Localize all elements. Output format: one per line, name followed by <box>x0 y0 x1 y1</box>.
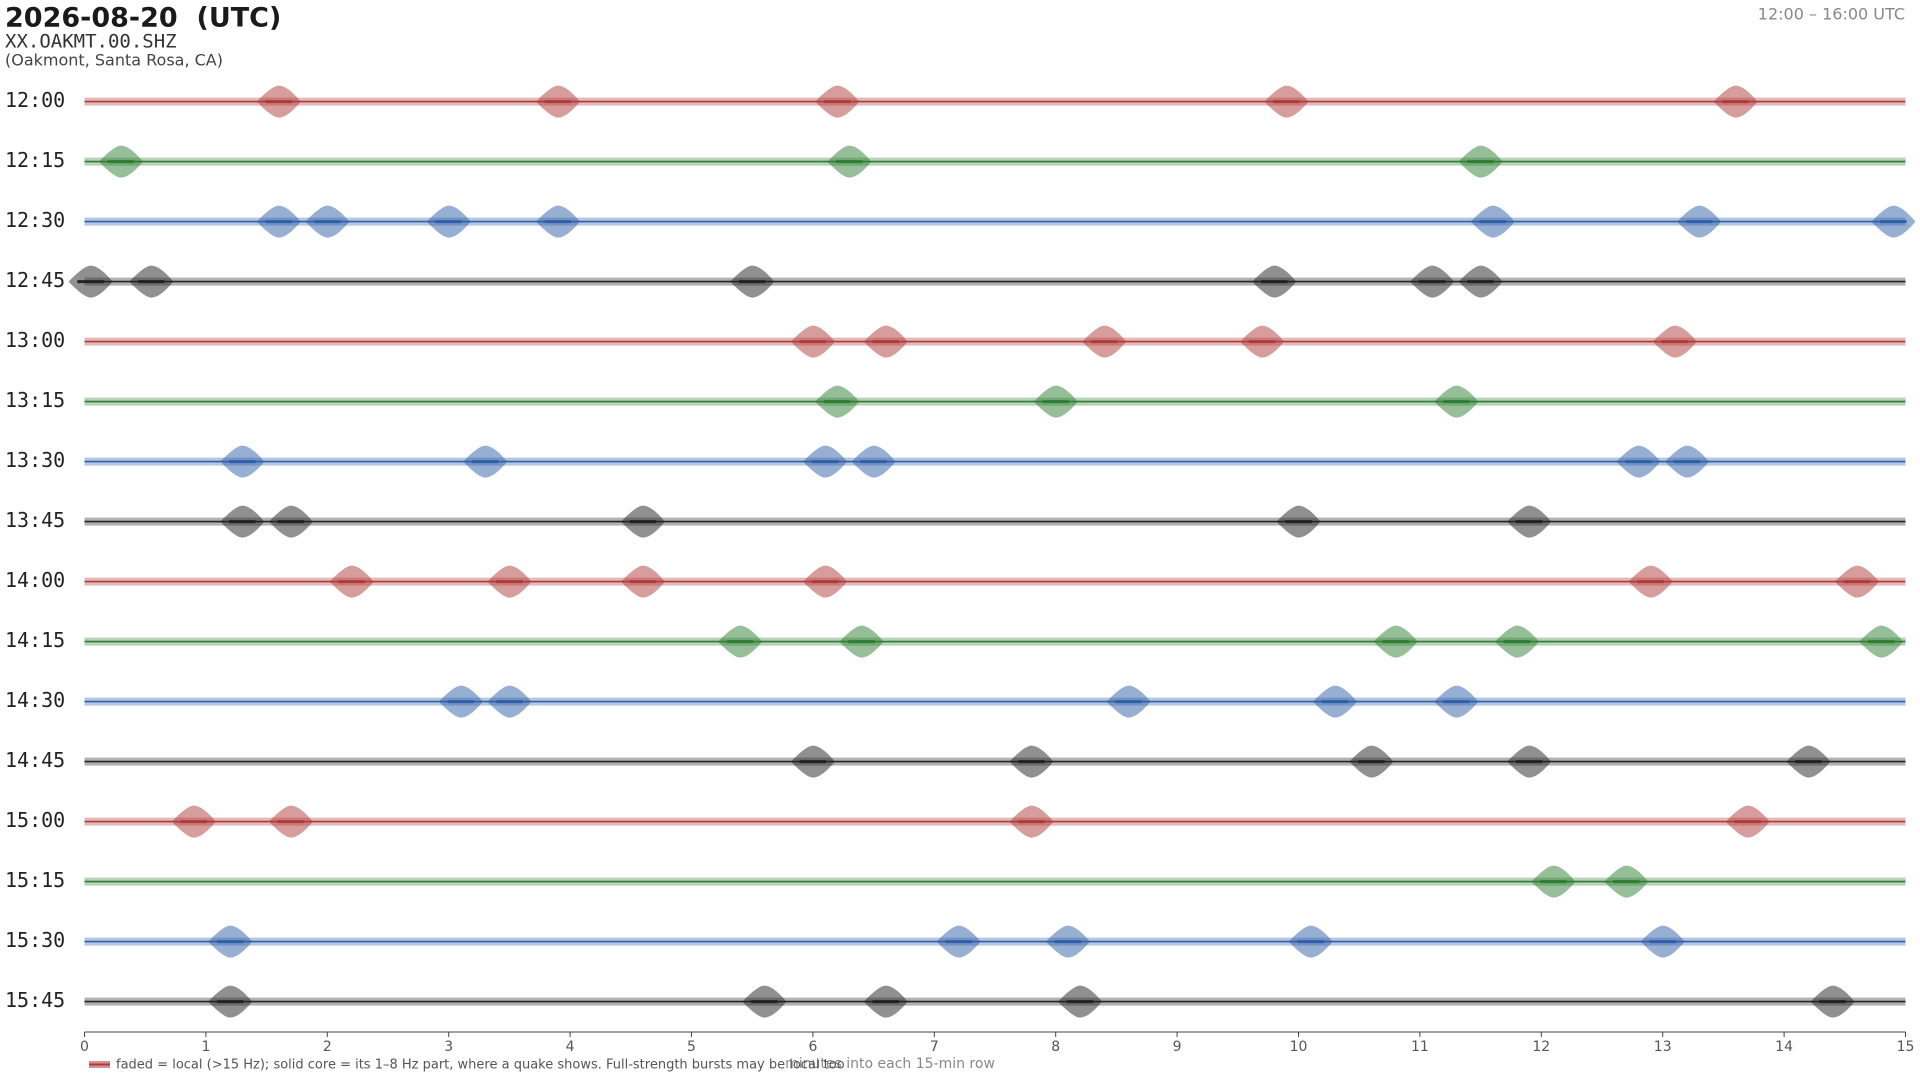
x-tick-label: 13 <box>1654 1039 1672 1055</box>
row-label: 15:00 <box>5 808 65 832</box>
row-label: 13:45 <box>5 508 65 532</box>
row-label: 15:30 <box>5 928 65 952</box>
x-tick-label: 4 <box>566 1039 575 1055</box>
x-tick-label: 3 <box>444 1039 453 1055</box>
row-label: 14:30 <box>5 688 65 712</box>
x-tick-label: 11 <box>1411 1039 1429 1055</box>
legend-text: faded = local (>15 Hz); solid core = its… <box>116 1058 845 1073</box>
title: 2026-08-20 (UTC) <box>5 3 281 34</box>
legend-swatch-core <box>89 1063 110 1066</box>
row-label: 15:45 <box>5 988 65 1012</box>
x-tick-label: 1 <box>201 1039 210 1055</box>
row-label: 12:45 <box>5 268 65 292</box>
x-tick-label: 14 <box>1775 1039 1793 1055</box>
x-tick-label: 5 <box>687 1039 696 1055</box>
x-tick-label: 2 <box>323 1039 332 1055</box>
x-tick-label: 12 <box>1532 1039 1550 1055</box>
x-tick-label: 15 <box>1897 1039 1915 1055</box>
row-label: 14:15 <box>5 628 65 652</box>
x-tick-label: 9 <box>1173 1039 1182 1055</box>
station: XX.OAKMT.00.SHZ <box>5 31 177 53</box>
x-tick-label: 7 <box>930 1039 939 1055</box>
time-range: 12:00 – 16:00 UTC <box>1758 5 1905 24</box>
row-label: 14:45 <box>5 748 65 772</box>
row-label: 13:30 <box>5 448 65 472</box>
x-tick-label: 10 <box>1290 1039 1308 1055</box>
x-tick-label: 8 <box>1051 1039 1060 1055</box>
location: (Oakmont, Santa Rosa, CA) <box>5 51 223 70</box>
row-label: 13:00 <box>5 328 65 352</box>
x-tick-label: 6 <box>808 1039 817 1055</box>
row-label: 13:15 <box>5 388 65 412</box>
row-label: 14:00 <box>5 568 65 592</box>
row-label: 15:15 <box>5 868 65 892</box>
row-label: 12:00 <box>5 88 65 112</box>
x-tick-label: 0 <box>80 1039 89 1055</box>
row-label: 12:15 <box>5 148 65 172</box>
row-label: 12:30 <box>5 208 65 232</box>
x-axis-label: minutes into each 15-min row <box>785 1056 995 1072</box>
